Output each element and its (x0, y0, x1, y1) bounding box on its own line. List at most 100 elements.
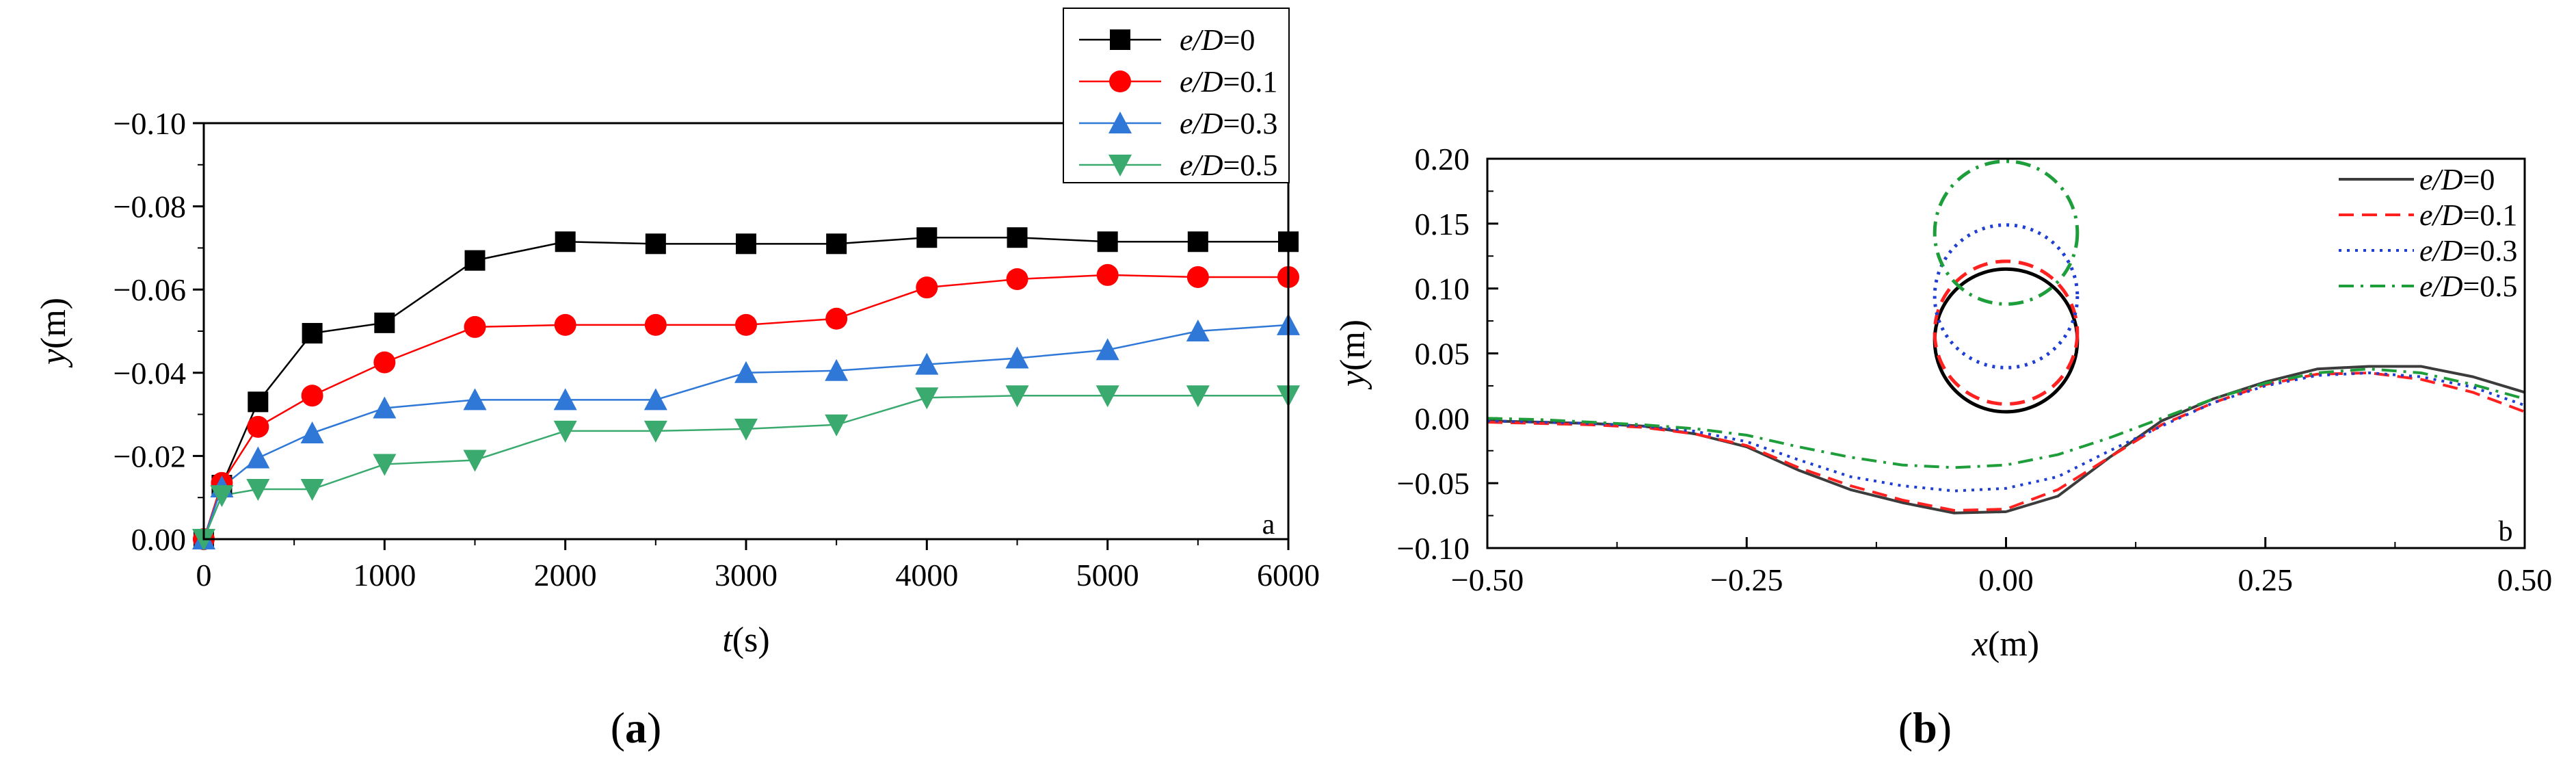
panel-a-data-point-0 (248, 391, 269, 413)
panel-b-legend-label-1-var: e/D (2419, 198, 2463, 232)
panel-a-legend-box (1063, 8, 1290, 183)
panel-a-data-point-3 (734, 418, 758, 441)
panel-a-x-tick-label: 5000 (1076, 558, 1139, 593)
panel-a-data-point-1 (301, 385, 323, 407)
panel-b-plot-frame (1486, 157, 2526, 549)
panel-a-ticks: 0 1000 2000 3000 4000 5000 6000 0.00 −0.02 −0.04 −… (114, 106, 1320, 593)
panel-a-y-tick-label: 0.00 (131, 522, 187, 557)
panel-a-tag: a (1262, 509, 1275, 541)
panel-b-y-tick-label: −0.05 (1397, 466, 1470, 501)
panel-b-y-tick-label: 0.00 (1415, 401, 1470, 436)
panel-a-data-point-1 (247, 415, 269, 438)
panel-b-series-lines (1487, 365, 2525, 515)
panel-a-legend-label-0-value: =0 (1223, 23, 1256, 57)
panel-b-pipe-circle-3 (1933, 159, 2080, 306)
panel-a-data-point-2 (915, 352, 939, 375)
panel-a-legend-label-2-var: e/D (1180, 107, 1223, 140)
panel-b-pipe-circle-0 (1933, 267, 2080, 414)
panel-a-data-point-2 (246, 446, 270, 469)
panel-a-data-point-3 (825, 414, 849, 437)
panel-a-x-tick-label: 3000 (715, 558, 778, 593)
panel-a-data-point-0 (302, 323, 323, 344)
panel-a-legend-label-3: e/D=0.5 (1180, 148, 1277, 182)
panel-a-plot-frame (202, 122, 1290, 541)
panel-a-data-point-3 (915, 387, 939, 410)
panel-a-data-point-1 (825, 307, 848, 330)
panel-a-legend-label-1: e/D=0.1 (1180, 65, 1277, 99)
panel-a-y-axis-title: y(m) (34, 298, 73, 368)
panel-a-data-point-3 (300, 479, 324, 502)
caption-b: (b) (1898, 703, 1952, 752)
panel-a-series-line-3 (202, 394, 1288, 540)
panel-a-markers (192, 227, 1300, 551)
panel-b-chart: −0.50 −0.25 0.00 0.25 0.50 −0.10 −0.05 0.00 0.05… (1333, 142, 2552, 752)
panel-a-legend-marker-2 (1108, 112, 1132, 133)
panel-a-data-point-1 (735, 313, 757, 336)
panel-a-legend-marker-0 (1110, 29, 1130, 50)
panel-a-x-tick-label: 6000 (1257, 558, 1320, 593)
panel-a-data-point-3 (463, 450, 487, 472)
panel-a-data-point-1 (1096, 263, 1119, 286)
panel-a-data-point-1 (644, 313, 667, 336)
panel-b-legend-label-0-value: =0 (2463, 163, 2495, 196)
panel-b-legend-label-0-var: e/D (2419, 163, 2463, 196)
panel-a-data-point-3 (246, 479, 270, 502)
panel-a-data-point-0 (374, 312, 395, 333)
panel-b-legend-label-1-value: =0.1 (2463, 198, 2518, 232)
panel-a-x-tick-label: 0 (196, 558, 212, 593)
panel-a-y-tick-label: −0.04 (114, 356, 186, 391)
panel-a-data-point-3 (1005, 385, 1029, 408)
panel-b-x-tick-label: −0.25 (1710, 562, 1783, 597)
panel-a-data-point-3 (1186, 385, 1210, 408)
panel-a-legend-label-0: e/D=0 (1180, 23, 1255, 57)
panel-a-legend-marker-1 (1109, 70, 1131, 92)
panel-b-series-line-2 (1487, 371, 2525, 493)
panel-a-legend-marker-3 (1108, 155, 1132, 177)
panel-a-legend-label-3-var: e/D (1180, 148, 1223, 182)
panel-a-data-point-0 (1097, 231, 1118, 252)
panel-a-data-point-3 (373, 454, 397, 476)
panel-a-legend-label-1-var: e/D (1180, 65, 1223, 99)
panel-a-data-point-2 (734, 361, 758, 383)
panel-a-legend-label-2-value: =0.3 (1223, 107, 1278, 140)
panel-a-data-point-0 (645, 233, 666, 255)
panel-b-x-tick-label: −0.50 (1451, 562, 1524, 597)
panel-a-y-tick-label: −0.10 (114, 106, 186, 141)
panel-a-data-point-3 (643, 420, 667, 443)
panel-b-y-tick-label: 0.20 (1415, 142, 1470, 177)
panel-a-data-point-0 (1187, 231, 1208, 252)
panel-a-data-point-2 (1096, 338, 1119, 361)
panel-b-series-line-0 (1487, 365, 2525, 515)
panel-b-legend-label-2: e/D=0.3 (2419, 234, 2517, 268)
panel-b-x-tick-label: 0.50 (2497, 562, 2553, 597)
panel-a-data-point-3 (553, 420, 577, 443)
panel-a-data-point-0 (916, 227, 938, 248)
panel-a-data-point-2 (553, 388, 577, 411)
panel-a-legend-label-0-var: e/D (1180, 23, 1223, 57)
panel-a-y-tick-label: −0.06 (114, 272, 186, 307)
panel-b-y-tick-label: 0.10 (1415, 272, 1470, 307)
panel-b-ticks: −0.50 −0.25 0.00 0.25 0.50 −0.10 −0.05 0.00 0.05… (1397, 142, 2553, 597)
panel-b-legend-label-2-var: e/D (2419, 234, 2463, 268)
panel-b-pipe-circles (1933, 159, 2080, 414)
panel-a-data-point-3 (210, 485, 234, 508)
panel-a-legend: e/D=0e/D=0.1e/D=0.3e/D=0.5 (1063, 8, 1290, 183)
panel-b-pipe-circle-2 (1933, 223, 2080, 369)
panel-a-legend-label-2: e/D=0.3 (1180, 107, 1277, 140)
panel-a-series-lines (202, 236, 1289, 540)
panel-a-data-point-2 (373, 396, 397, 419)
panel-b-x-tick-label: 0.00 (1978, 562, 2034, 597)
panel-a-legend-label-3-value: =0.5 (1223, 148, 1278, 182)
panel-b-series-line-3 (1487, 367, 2525, 469)
panel-b-x-axis-title: x(m) (1971, 625, 2039, 664)
panel-b-tag: b (2499, 516, 2513, 547)
panel-a-chart: 0 1000 2000 3000 4000 5000 6000 0.00 −0.02 −0.04 −… (34, 8, 1320, 752)
panel-b-y-axis-title: y(m) (1333, 320, 1372, 390)
panel-a-data-point-2 (300, 421, 324, 443)
panel-b-legend-label-1: e/D=0.1 (2419, 198, 2517, 232)
panel-a-series-line-0 (202, 236, 1288, 540)
panel-b-legend-label-2-value: =0.3 (2463, 234, 2518, 268)
panel-b-y-tick-label: 0.05 (1415, 337, 1470, 372)
panel-a-y-tick-label: −0.08 (114, 190, 186, 224)
